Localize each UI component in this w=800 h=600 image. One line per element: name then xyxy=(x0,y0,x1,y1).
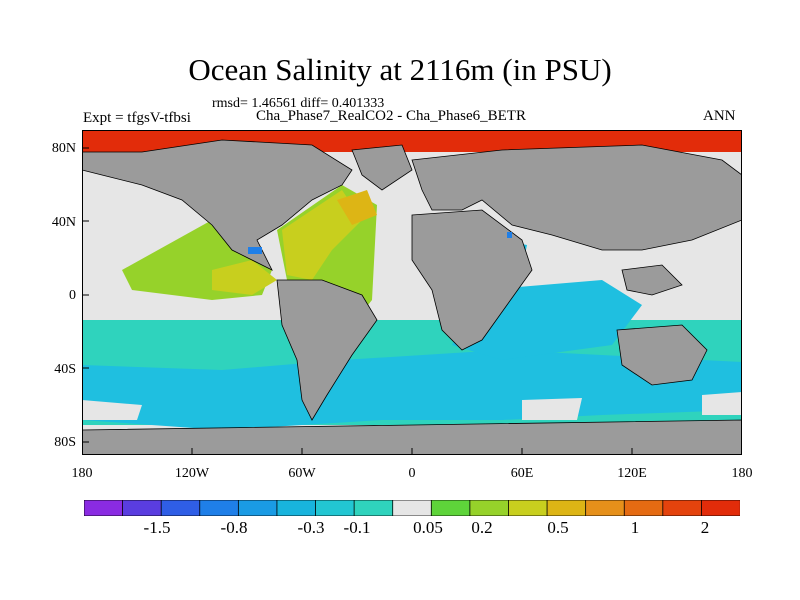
lon-label-180e: 180 xyxy=(731,466,753,481)
map-title: Ocean Salinity at 2116m (in PSU) xyxy=(188,52,612,87)
maritime-continent-land xyxy=(621,264,683,296)
eurasia-land xyxy=(411,144,742,251)
africa-land xyxy=(411,209,533,351)
near-zero-patch xyxy=(82,400,142,420)
lat-label-40s: 40S xyxy=(54,362,76,377)
colorbar xyxy=(84,500,740,516)
expt-label: Expt = tfgsV-tfbsi xyxy=(83,110,191,126)
colorbar-swatch xyxy=(84,500,124,516)
season-label: ANN xyxy=(703,108,736,124)
lat-label-40n: 40N xyxy=(51,215,76,230)
south-america-land xyxy=(276,279,378,421)
blue-patch xyxy=(507,232,512,238)
near-zero-patch xyxy=(522,398,582,420)
greenland-land xyxy=(351,144,413,191)
stats-label: rmsd= 1.46561 diff= 0.401333 xyxy=(212,96,385,111)
colorbar-swatch xyxy=(122,500,162,516)
colorbar-label: -0.3 xyxy=(297,518,325,537)
colorbar-swatch xyxy=(392,500,432,516)
colorbar-label: 0.2 xyxy=(471,518,493,537)
north-america-land xyxy=(82,139,353,271)
colorbar-swatch xyxy=(430,500,471,516)
colorbar-swatch xyxy=(546,500,587,516)
colorbar-swatch xyxy=(315,500,355,516)
lat-label-0: 0 xyxy=(69,288,76,303)
colorbar-swatch xyxy=(585,500,625,516)
colorbar-swatch xyxy=(276,500,317,516)
colorbar-label: -0.8 xyxy=(220,518,248,537)
lon-label-120e: 120E xyxy=(617,466,647,481)
colorbar-swatch xyxy=(199,500,240,516)
salinity-map xyxy=(82,130,742,455)
lon-label-0: 0 xyxy=(408,466,416,481)
colorbar-label: -1.5 xyxy=(143,518,171,537)
atlantic-yellow-region xyxy=(282,190,362,280)
colorbar-label: -0.1 xyxy=(343,518,371,537)
colorbar-swatch xyxy=(469,500,510,516)
blue-patch xyxy=(248,247,262,254)
colorbar-label: 0.05 xyxy=(413,518,443,537)
atlantic-orange-region xyxy=(337,190,377,225)
colorbar-swatch xyxy=(623,500,664,516)
lat-label-80n: 80N xyxy=(51,141,76,156)
experiment-subtitle: Cha_Phase7_RealCO2 - Cha_Phase6_BETR xyxy=(256,108,526,124)
colorbar-label: 1 xyxy=(630,518,640,537)
near-zero-patch xyxy=(702,392,742,415)
colorbar-swatch xyxy=(237,500,278,516)
lon-label-180w: 180 xyxy=(71,466,93,481)
lon-label-60e: 60E xyxy=(510,466,534,481)
lat-label-80s: 80S xyxy=(54,435,76,450)
lon-label-120w: 120W xyxy=(174,466,210,481)
lon-label-60w: 60W xyxy=(288,466,316,481)
pacific-yellow-region xyxy=(212,260,277,295)
colorbar-swatch xyxy=(508,500,548,516)
australia-land xyxy=(616,324,708,386)
antarctica-land xyxy=(82,419,742,455)
colorbar-label: 0.5 xyxy=(547,518,569,537)
colorbar-swatch xyxy=(701,500,740,516)
colorbar-label: 2 xyxy=(700,518,710,537)
colorbar-swatch xyxy=(662,500,703,516)
colorbar-swatch xyxy=(160,500,201,516)
colorbar-swatch xyxy=(353,500,394,516)
